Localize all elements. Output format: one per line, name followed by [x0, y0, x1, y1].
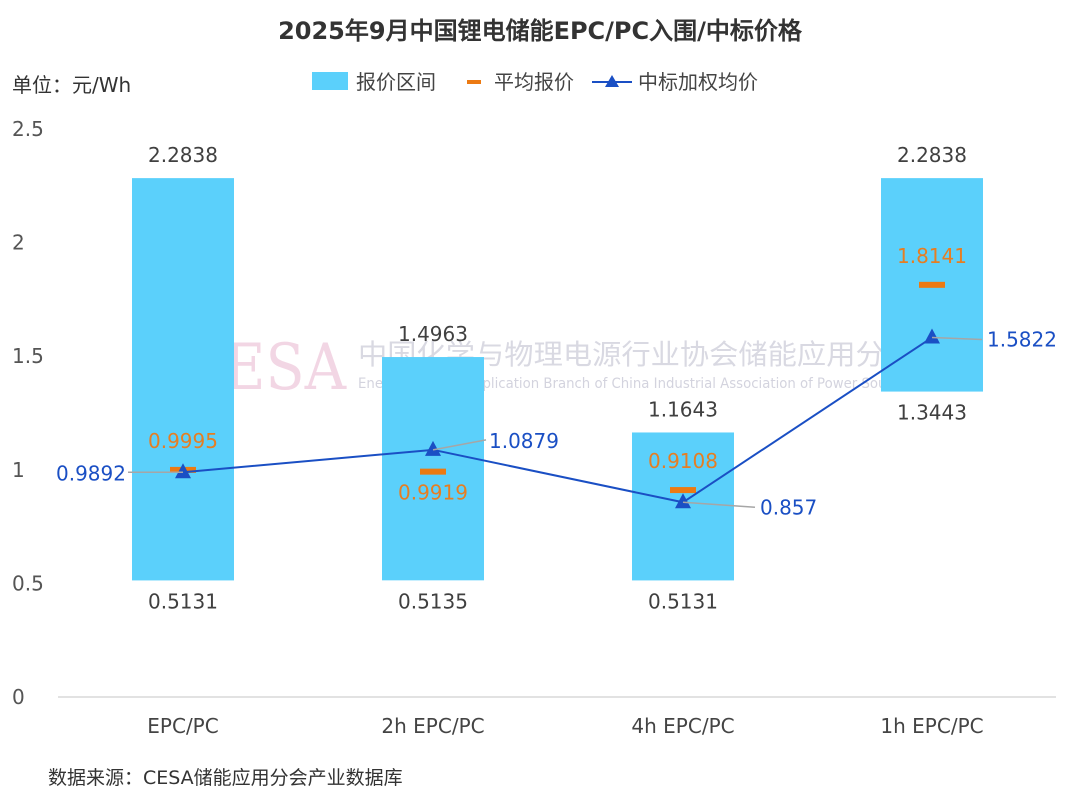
legend-win-label: 中标加权均价 [638, 70, 758, 94]
win-label: 1.0879 [489, 429, 559, 453]
legend-range-swatch [312, 72, 348, 90]
range-high-label: 2.2838 [148, 143, 218, 167]
range-low-label: 1.3443 [897, 401, 967, 425]
win-label: 0.9892 [56, 461, 126, 485]
win-point-triangle-icon [175, 463, 191, 479]
y-tick-label: 0.5 [12, 571, 44, 595]
win-label: 1.5822 [987, 328, 1057, 352]
win-point-triangle-icon [425, 440, 441, 456]
source-note: 数据来源：CESA储能应用分会产业数据库 [48, 767, 403, 789]
range-low-label: 0.5131 [148, 589, 218, 613]
range-bars [132, 178, 983, 581]
avg-label: 0.9995 [148, 429, 218, 453]
legend-avg-label: 平均报价 [494, 70, 574, 94]
y-tick-label: 2 [12, 231, 25, 255]
legend-avg-swatch [467, 80, 481, 84]
watermark: CESA 中国化学与物理电源行业协会储能应用分会 Energy Storage … [180, 331, 914, 405]
y-tick-label: 1.5 [12, 344, 44, 368]
win-line-series [175, 328, 940, 509]
range-high-label: 2.2838 [897, 143, 967, 167]
win-label-leader [931, 336, 983, 341]
avg-label: 0.9108 [648, 449, 718, 473]
legend-range-label: 报价区间 [356, 70, 436, 94]
legend: 报价区间 平均报价 中标加权均价 [312, 70, 758, 94]
win-line [182, 336, 933, 504]
unit-label: 单位：元/Wh [12, 73, 131, 97]
x-category-label: 1h EPC/PC [880, 714, 983, 738]
win-label: 0.857 [760, 495, 817, 519]
range-low-label: 0.5131 [648, 589, 718, 613]
data-labels: 2.2838 0.5131 1.4963 0.5135 1.1643 0.5131 2.28… [56, 143, 1057, 613]
range-bar [132, 178, 234, 581]
x-axis-categories: EPC/PC 2h EPC/PC 4h EPC/PC 1h EPC/PC [147, 714, 983, 738]
legend-win-triangle-icon [605, 75, 619, 87]
win-label-leader [432, 439, 487, 451]
range-low-label: 0.5135 [398, 589, 468, 613]
y-tick-label: 0 [12, 685, 25, 709]
x-category-label: EPC/PC [147, 714, 218, 738]
chart-title: 2025年9月中国锂电储能EPC/PC入围/中标价格 [278, 17, 803, 45]
x-category-label: 4h EPC/PC [631, 714, 734, 738]
avg-marker [420, 468, 446, 475]
y-axis: 0 0.5 1 1.5 2 2.5 [12, 117, 44, 709]
win-label-leader [682, 501, 756, 509]
win-point-triangle-icon [675, 493, 691, 509]
watermark-en: Energy Storage Application Branch of Chi… [358, 376, 914, 392]
avg-label: 1.8141 [897, 244, 967, 268]
win-point-triangle-icon [924, 328, 940, 344]
x-category-label: 2h EPC/PC [381, 714, 484, 738]
range-high-label: 1.4963 [398, 322, 468, 346]
y-tick-label: 1 [12, 458, 25, 482]
range-high-label: 1.1643 [648, 397, 718, 421]
y-tick-label: 2.5 [12, 117, 44, 141]
avg-label: 0.9919 [398, 481, 468, 505]
avg-marker [670, 487, 696, 494]
avg-marker [919, 281, 945, 288]
